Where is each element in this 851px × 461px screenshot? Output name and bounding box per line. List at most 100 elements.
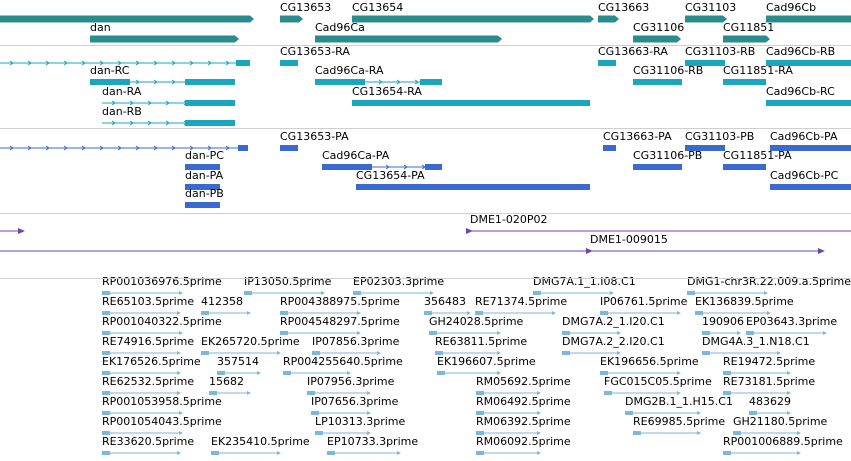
est-feature[interactable] (625, 411, 701, 415)
est-feature[interactable] (312, 351, 381, 355)
est-block[interactable] (437, 371, 445, 375)
gene-feature[interactable] (315, 35, 502, 43)
est-block[interactable] (476, 411, 484, 415)
exon-glyph[interactable] (352, 100, 590, 106)
est-feature[interactable] (102, 411, 183, 415)
est-block[interactable] (353, 291, 361, 295)
transcript-feature[interactable] (766, 100, 851, 106)
protein-feature[interactable] (356, 184, 590, 190)
gene-feature[interactable] (723, 35, 770, 43)
est-feature[interactable] (307, 391, 371, 395)
exon-glyph[interactable] (356, 184, 590, 190)
est-feature[interactable] (600, 311, 681, 315)
transcript-feature[interactable] (102, 100, 235, 106)
est-feature[interactable] (702, 331, 741, 335)
exon-glyph[interactable] (280, 60, 298, 66)
est-block[interactable] (102, 371, 110, 375)
est-feature[interactable] (746, 331, 827, 335)
est-block[interactable] (312, 351, 320, 355)
est-block[interactable] (633, 431, 641, 435)
protein-feature[interactable] (685, 145, 725, 151)
exon-glyph[interactable] (90, 79, 130, 85)
exon-glyph[interactable] (280, 145, 298, 151)
est-block[interactable] (533, 291, 541, 295)
est-feature[interactable] (435, 351, 501, 355)
est-feature[interactable] (283, 371, 351, 375)
est-block[interactable] (687, 291, 695, 295)
exon-glyph[interactable] (315, 79, 365, 85)
est-feature[interactable] (102, 431, 183, 435)
est-block[interactable] (280, 331, 288, 335)
est-block[interactable] (201, 311, 209, 315)
transcript-feature[interactable] (766, 60, 851, 66)
exon-glyph[interactable] (723, 79, 766, 85)
gene-glyph[interactable] (633, 35, 677, 43)
est-block[interactable] (201, 351, 209, 355)
est-block[interactable] (723, 451, 731, 455)
est-block[interactable] (562, 331, 570, 335)
protein-feature[interactable] (0, 145, 248, 151)
transcript-feature[interactable] (0, 60, 250, 66)
est-feature[interactable] (562, 351, 621, 355)
est-feature[interactable] (327, 451, 401, 455)
est-block[interactable] (600, 311, 608, 315)
est-block[interactable] (429, 331, 437, 335)
est-feature[interactable] (562, 331, 621, 335)
gene-glyph[interactable] (0, 15, 250, 23)
gene-feature[interactable] (280, 15, 303, 23)
est-block[interactable] (283, 371, 291, 375)
exon-glyph[interactable] (723, 164, 766, 170)
est-feature[interactable] (102, 451, 181, 455)
est-feature[interactable] (102, 331, 183, 335)
est-block[interactable] (723, 371, 731, 375)
est-feature[interactable] (280, 331, 361, 335)
gene-feature[interactable] (766, 15, 851, 23)
est-feature[interactable] (723, 391, 791, 395)
est-feature[interactable] (633, 431, 701, 435)
transcript-feature[interactable] (280, 60, 298, 66)
est-feature[interactable] (600, 371, 681, 375)
transcript-feature[interactable] (102, 120, 235, 126)
est-feature[interactable] (353, 291, 434, 295)
est-block[interactable] (209, 391, 217, 395)
gene-feature[interactable] (598, 15, 619, 23)
est-block[interactable] (476, 431, 484, 435)
est-block[interactable] (102, 391, 110, 395)
gene-glyph[interactable] (723, 35, 766, 43)
est-block[interactable] (102, 351, 110, 355)
exon-glyph[interactable] (238, 145, 248, 151)
est-block[interactable] (475, 311, 483, 315)
est-block[interactable] (327, 451, 335, 455)
exon-glyph[interactable] (420, 79, 442, 85)
est-feature[interactable] (702, 351, 781, 355)
exon-glyph[interactable] (770, 184, 851, 190)
est-block[interactable] (746, 331, 754, 335)
est-block[interactable] (217, 371, 225, 375)
gene-glyph[interactable] (598, 15, 615, 23)
est-feature[interactable] (315, 431, 371, 435)
est-feature[interactable] (723, 451, 801, 455)
est-feature[interactable] (424, 311, 471, 315)
est-feature[interactable] (476, 391, 541, 395)
exon-glyph[interactable] (185, 184, 220, 190)
est-block[interactable] (625, 411, 633, 415)
transcript-feature[interactable] (685, 60, 725, 66)
est-feature[interactable] (102, 311, 181, 315)
est-block[interactable] (723, 391, 731, 395)
est-block[interactable] (702, 351, 710, 355)
est-block[interactable] (604, 391, 612, 395)
est-feature[interactable] (244, 291, 325, 295)
est-feature[interactable] (102, 291, 183, 295)
transcript-feature[interactable] (723, 79, 766, 85)
gene-feature[interactable] (352, 15, 594, 23)
est-block[interactable] (562, 351, 570, 355)
gene-glyph[interactable] (766, 15, 851, 23)
est-feature[interactable] (209, 391, 251, 395)
est-feature[interactable] (476, 411, 541, 415)
est-feature[interactable] (102, 371, 181, 375)
exon-glyph[interactable] (322, 164, 372, 170)
exon-glyph[interactable] (598, 60, 616, 66)
gene-glyph[interactable] (90, 35, 235, 43)
exon-glyph[interactable] (185, 120, 235, 126)
